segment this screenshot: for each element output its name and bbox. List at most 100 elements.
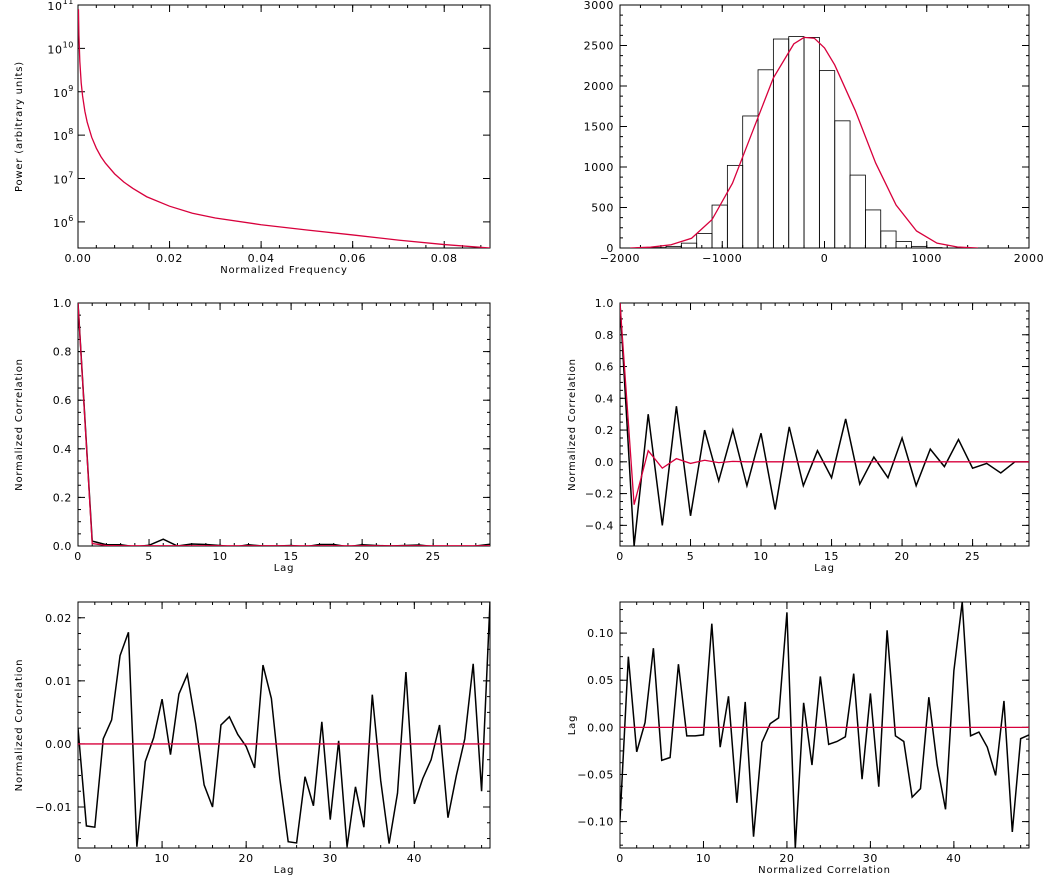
chart-panel-4: 0 5 10 15 20 25 −0.4 −0.2 0.0 0.2 0.4 0.6 0.8 1.0 Lag N… bbox=[567, 297, 1030, 574]
y-tick-label-base: 10 bbox=[53, 174, 68, 187]
model-line bbox=[78, 303, 490, 546]
model-line bbox=[630, 36, 978, 248]
plot-area bbox=[78, 9, 490, 248]
y-tick-label: 0.05 bbox=[587, 674, 614, 687]
y-tick-label: −0.2 bbox=[585, 488, 614, 501]
x-tick-label: 20 bbox=[355, 550, 370, 563]
y-axis-label: Power (arbitrary units) bbox=[14, 61, 25, 192]
histogram-bar bbox=[788, 36, 805, 248]
y-axis-label: Normalized Correlation bbox=[14, 358, 25, 491]
x-tick-label: 5 bbox=[687, 550, 695, 563]
x-tick-label: 0 bbox=[74, 852, 82, 865]
y-tick-label: 2000 bbox=[584, 80, 614, 93]
x-tick-label: 0 bbox=[616, 550, 624, 563]
histogram-bar bbox=[865, 209, 882, 248]
y-tick-label: 0.0 bbox=[595, 456, 614, 469]
y-tick-label-base: 10 bbox=[53, 130, 68, 143]
y-tick-label-base: 10 bbox=[53, 87, 68, 100]
y-tick-label: 0.00 bbox=[45, 738, 72, 751]
x-tick-label: 25 bbox=[426, 550, 441, 563]
y-tick-label: 0.8 bbox=[53, 346, 72, 359]
histogram-bar bbox=[911, 245, 928, 248]
x-axis-label: Normalized Correlation bbox=[758, 865, 891, 875]
x-tick-label: 10 bbox=[753, 550, 768, 563]
y-tick-label: 2500 bbox=[584, 40, 614, 53]
y-tick-label: 106 bbox=[53, 214, 74, 230]
plot-area bbox=[630, 36, 978, 248]
y-tick-label: 1.0 bbox=[595, 297, 614, 310]
plot-frame bbox=[77, 601, 491, 849]
y-tick-label: 0.4 bbox=[53, 443, 72, 456]
x-tick-label: 0.08 bbox=[431, 252, 458, 265]
plot-area bbox=[78, 602, 490, 847]
y-tick-label: 108 bbox=[53, 127, 74, 143]
x-tick-label: 10 bbox=[212, 550, 227, 563]
x-tick-label: 0 bbox=[616, 852, 624, 865]
y-tick-label: 0.2 bbox=[53, 491, 72, 504]
y-tick-label-exponent: 10 bbox=[63, 40, 74, 49]
chart-panel-3: 0 5 10 15 20 25 0.0 0.2 0.4 0.6 0.8 1.0 Lag Normalize… bbox=[14, 297, 491, 574]
x-tick-label: 5 bbox=[145, 550, 153, 563]
x-tick-label: 10 bbox=[696, 852, 711, 865]
y-tick-label: 0.4 bbox=[595, 392, 614, 405]
x-tick-label: 2000 bbox=[1014, 252, 1044, 265]
y-tick-label: −0.01 bbox=[35, 801, 72, 814]
x-tick-label: 15 bbox=[824, 550, 839, 563]
y-tick-label: 1500 bbox=[584, 121, 614, 134]
x-tick-label: 30 bbox=[863, 852, 878, 865]
y-tick-label: 0.2 bbox=[595, 424, 614, 437]
y-tick-label: 500 bbox=[591, 202, 614, 215]
model-line bbox=[620, 303, 1029, 505]
histogram-bar bbox=[772, 38, 790, 248]
y-tick-label: 0.6 bbox=[53, 394, 72, 407]
y-tick-label: −0.10 bbox=[577, 816, 614, 829]
y-tick-label-base: 10 bbox=[47, 0, 62, 13]
x-tick-label: 0.06 bbox=[339, 252, 366, 265]
model-line bbox=[78, 9, 490, 248]
y-tick-label: −0.4 bbox=[585, 519, 614, 532]
plot-area bbox=[78, 303, 490, 546]
x-tick-label: −2000 bbox=[600, 252, 640, 265]
x-tick-label: 20 bbox=[239, 852, 254, 865]
histogram-bar bbox=[880, 230, 897, 248]
y-tick-label: 0 bbox=[606, 242, 614, 255]
x-axis-label: Lag bbox=[274, 563, 294, 574]
y-tick-label: 0.02 bbox=[45, 612, 72, 625]
x-tick-label: 25 bbox=[965, 550, 980, 563]
y-tick-label: 109 bbox=[53, 84, 74, 100]
y-tick-label: 3000 bbox=[584, 0, 614, 12]
histogram-bar bbox=[849, 174, 866, 248]
data-line bbox=[620, 602, 1029, 848]
histogram-bar bbox=[711, 204, 728, 248]
histogram-bar bbox=[818, 70, 836, 248]
histogram-bar bbox=[803, 37, 820, 248]
y-axis-label: Lag bbox=[567, 715, 578, 735]
y-tick-label: 0.0 bbox=[53, 540, 72, 553]
chart-panel-1: 0.00 0.02 0.04 0.06 0.0810610710810910101011… bbox=[14, 0, 491, 276]
y-tick-label: 0.00 bbox=[587, 721, 614, 734]
x-tick-label: 0 bbox=[74, 550, 82, 563]
histogram-bar bbox=[665, 245, 682, 248]
y-tick-label-base: 10 bbox=[47, 43, 62, 56]
y-tick-label-exponent: 7 bbox=[68, 171, 74, 180]
y-tick-label: 0.6 bbox=[595, 361, 614, 374]
x-axis-label: Lag bbox=[274, 865, 294, 875]
histogram-bar bbox=[696, 233, 713, 248]
x-tick-label: 20 bbox=[894, 550, 909, 563]
plot-frame bbox=[77, 302, 491, 547]
x-tick-label: 20 bbox=[779, 852, 794, 865]
y-tick-label: 0.8 bbox=[595, 329, 614, 342]
y-tick-label-base: 10 bbox=[53, 217, 68, 230]
y-tick-label: 1000 bbox=[584, 161, 614, 174]
y-axis-label: Normalized Correlation bbox=[567, 358, 578, 491]
plot-area bbox=[620, 602, 1029, 848]
data-line bbox=[620, 303, 1029, 546]
plot-frame bbox=[619, 4, 1030, 249]
x-axis-label: Normalized Frequency bbox=[220, 265, 348, 276]
y-tick-label: −0.05 bbox=[577, 768, 614, 781]
x-tick-label: 1000 bbox=[912, 252, 942, 265]
x-tick-label: 10 bbox=[154, 852, 169, 865]
y-tick-label-exponent: 6 bbox=[68, 214, 74, 223]
y-tick-label: 1011 bbox=[47, 0, 74, 13]
